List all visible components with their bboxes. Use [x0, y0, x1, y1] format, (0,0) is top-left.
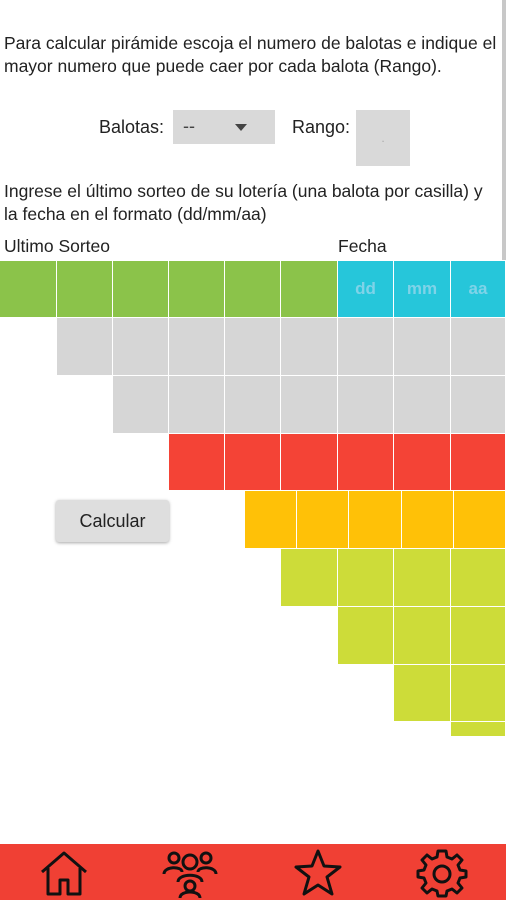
- pyramid-cell: [451, 549, 506, 607]
- scrollbar[interactable]: [502, 0, 506, 260]
- pyramid-cell: [451, 722, 506, 737]
- ball-input[interactable]: [57, 261, 113, 318]
- pyramid-cell: [57, 318, 113, 376]
- pyramid-cell: [169, 318, 225, 376]
- balotas-selected-value: --: [183, 116, 195, 136]
- ball-input[interactable]: [0, 261, 57, 318]
- pyramid-cell: [169, 376, 225, 434]
- pyramid-cell: [338, 607, 394, 665]
- nav-home[interactable]: [36, 848, 92, 898]
- balotas-select[interactable]: --: [173, 110, 275, 144]
- intro-text: Para calcular pirámide escoja el numero …: [4, 33, 497, 76]
- pyramid-cell: [281, 376, 338, 434]
- pyramid-cell: [338, 376, 394, 434]
- nav-favorites[interactable]: [290, 848, 346, 898]
- pyramid-cell: [394, 376, 451, 434]
- ultimo-sorteo-label: Ultimo Sorteo: [4, 236, 111, 256]
- pyramid-cell: [451, 318, 506, 376]
- pyramid-cell: [394, 549, 451, 607]
- pyramid-cell: [402, 491, 454, 549]
- bottom-nav: [0, 844, 506, 900]
- pyramid-cell: [394, 665, 451, 722]
- pyramid-cell: [281, 318, 338, 376]
- pyramid-cell: [225, 318, 281, 376]
- pyramid-cell: [225, 434, 281, 491]
- pyramid-cell: [281, 549, 338, 607]
- pyramid-cell: [245, 491, 297, 549]
- calcular-button[interactable]: Calcular: [56, 500, 169, 542]
- instructions-text: Ingrese el último sorteo de su lotería (…: [4, 181, 483, 224]
- rango-input[interactable]: .: [356, 110, 410, 166]
- pyramid-cell: [113, 376, 169, 434]
- settings-icon: [416, 849, 468, 898]
- users-icon: [162, 851, 218, 898]
- ball-input[interactable]: [113, 261, 169, 318]
- pyramid-cell: [451, 665, 506, 722]
- pyramid-cell: [454, 491, 506, 549]
- ball-input[interactable]: [225, 261, 281, 318]
- nav-users[interactable]: [162, 848, 218, 898]
- pyramid-cell: [281, 434, 338, 491]
- home-icon: [41, 851, 87, 896]
- date-dd-input[interactable]: dd: [338, 261, 394, 318]
- date-mm-input[interactable]: mm: [394, 261, 451, 318]
- pyramid-cell: [297, 491, 349, 549]
- pyramid-cell: [451, 434, 506, 491]
- star-icon: [294, 849, 342, 896]
- nav-settings[interactable]: [414, 848, 470, 898]
- pyramid-cell: [338, 318, 394, 376]
- fecha-label: Fecha: [338, 236, 387, 256]
- pyramid-cell: [338, 434, 394, 491]
- pyramid-cell: [169, 434, 225, 491]
- balotas-label: Balotas:: [99, 117, 165, 137]
- ball-input[interactable]: [281, 261, 338, 318]
- pyramid-cell: [394, 434, 451, 491]
- pyramid-cell: [113, 318, 169, 376]
- pyramid-cell: [338, 549, 394, 607]
- pyramid-cell: [349, 491, 402, 549]
- pyramid-cell: [394, 607, 451, 665]
- ball-input[interactable]: [169, 261, 225, 318]
- pyramid-cell: [451, 607, 506, 665]
- date-aa-input[interactable]: aa: [451, 261, 506, 318]
- pyramid-cell: [225, 376, 281, 434]
- pyramid-cell: [394, 318, 451, 376]
- pyramid-cell: [451, 376, 506, 434]
- rango-label: Rango:: [292, 117, 351, 137]
- dropdown-arrow-icon: [235, 124, 247, 131]
